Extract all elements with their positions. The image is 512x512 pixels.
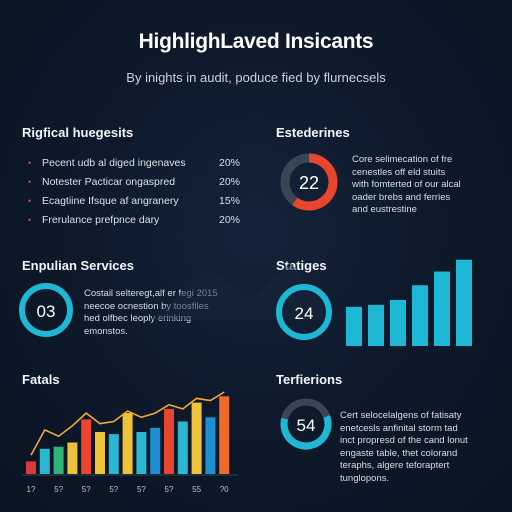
x-tick-label: 1? bbox=[27, 485, 36, 494]
text-line: and eustrestine bbox=[352, 204, 417, 215]
list-item-label: Notester Pacticar ongaspred bbox=[42, 175, 176, 188]
bar bbox=[412, 285, 428, 346]
list-item-label: Frerulance prefpnce dary bbox=[42, 213, 160, 226]
ring-outline bbox=[19, 283, 73, 337]
bullet-icon: • bbox=[28, 195, 32, 206]
bar bbox=[26, 461, 36, 474]
text-line: oader brebs and ferries bbox=[352, 191, 451, 203]
section-heading-top-right: Estederines bbox=[276, 125, 350, 140]
bar bbox=[108, 434, 119, 474]
ring-value: 03 bbox=[37, 302, 56, 321]
section-heading-top-left: Rigfical huegesits bbox=[22, 125, 134, 140]
x-tick-label: 55 bbox=[192, 485, 201, 494]
text-line: cenestles off eld stuits bbox=[352, 166, 446, 178]
bullet-icon: • bbox=[28, 157, 32, 168]
ring-mid-right: 24 bbox=[276, 284, 332, 340]
chart-fatals: 1? 5? 5? 5? 5? 5? 55 ?0 bbox=[22, 391, 238, 494]
list-item-value: 15% bbox=[218, 194, 240, 207]
x-tick-label: 5? bbox=[82, 485, 91, 494]
x-tick-label: 5? bbox=[137, 485, 146, 494]
list-item: • Ecagtiine Ifsque af angranery 15% bbox=[28, 191, 240, 210]
bar bbox=[390, 299, 406, 346]
donut-arc bbox=[280, 398, 332, 450]
bar bbox=[205, 417, 216, 474]
text-line: engaste table, thet colorand bbox=[340, 447, 458, 459]
bar bbox=[177, 421, 188, 474]
donut-value: 22 bbox=[299, 173, 319, 193]
ring-mid-left: 03 bbox=[19, 283, 73, 337]
bullet-icon: • bbox=[28, 176, 32, 187]
bullet-icon: • bbox=[28, 214, 32, 225]
list-item-label: Ecagtiine Ifsque af angranery bbox=[42, 194, 179, 207]
text-line: Cert selocelalgens of fatisaty bbox=[340, 410, 462, 421]
list-item-value: 20% bbox=[218, 156, 240, 169]
bar bbox=[164, 408, 174, 474]
ring-value: 54 bbox=[297, 416, 316, 435]
page-title: HighlighLaved Insicants bbox=[138, 30, 374, 53]
text-line: Core selimecation of fre bbox=[352, 154, 453, 165]
x-tick-label: ?0 bbox=[220, 485, 229, 494]
bar bbox=[95, 432, 105, 474]
list-item: • Notester Pacticar ongaspred 20% bbox=[28, 172, 240, 191]
metrics-list: • Pecent udb al diged ingenaves 20% • No… bbox=[28, 153, 240, 229]
bar bbox=[191, 402, 202, 474]
bottom-right-description: Cert selocelalgens of fatisaty enetcesls… bbox=[340, 410, 500, 485]
ring-value: 24 bbox=[295, 304, 314, 323]
bar bbox=[219, 396, 230, 474]
text-line: neecoe ocnestion by toosfiles bbox=[84, 300, 209, 312]
bar bbox=[39, 448, 50, 474]
bar bbox=[456, 259, 472, 346]
donut-top-right: 22 bbox=[280, 153, 338, 211]
bar bbox=[53, 446, 64, 474]
section-heading-bottom-right: Terfierions bbox=[276, 372, 343, 387]
text-line: tunglopons. bbox=[340, 472, 390, 484]
donut-arc bbox=[280, 153, 338, 211]
bar bbox=[150, 427, 161, 474]
bar bbox=[81, 419, 92, 474]
x-tick-label: 5? bbox=[165, 485, 174, 494]
text-line: emonstos. bbox=[84, 325, 128, 337]
top-right-description: Core selimecation of fre cenestles off e… bbox=[352, 154, 502, 217]
bar bbox=[67, 442, 78, 474]
bar bbox=[122, 413, 133, 474]
bar bbox=[136, 432, 147, 474]
bar bbox=[346, 306, 362, 346]
bar bbox=[368, 304, 384, 346]
background-shape bbox=[150, 262, 340, 320]
mid-left-description: Costail selteregt,alf er fegi 2015 neeco… bbox=[84, 288, 244, 338]
list-item-label: Pecent udb al diged ingenaves bbox=[42, 156, 186, 169]
text-line: hed olfbec leoply erinking bbox=[84, 313, 192, 324]
chart-statiges bbox=[346, 259, 472, 346]
x-tick-label: 5? bbox=[109, 485, 118, 494]
ring-bottom-right: 54 bbox=[280, 398, 332, 450]
text-line: inct propresd of the cand lonut bbox=[340, 435, 468, 446]
ring-outline bbox=[276, 284, 332, 340]
bar bbox=[434, 271, 450, 346]
text-line: with fomterted of our alcal bbox=[352, 179, 461, 190]
text-line: Costail selteregt,alf er fegi 2015 bbox=[84, 288, 218, 299]
trend-line bbox=[30, 391, 225, 456]
list-item: • Pecent udb al diged ingenaves 20% bbox=[28, 153, 240, 172]
section-heading-mid-left: Enpulian Services bbox=[22, 258, 134, 273]
list-item: • Frerulance prefpnce dary 20% bbox=[28, 210, 240, 229]
list-item-value: 20% bbox=[218, 213, 240, 226]
section-heading-bottom-left: Fatals bbox=[22, 372, 60, 387]
page-subtitle: By inights in audit, poduce fied by flur… bbox=[126, 70, 386, 85]
text-line: teraphs, algere teforaptert bbox=[340, 460, 450, 471]
x-tick-label: 5? bbox=[54, 485, 63, 494]
text-line: enetcesls anfinital storm tad bbox=[340, 422, 458, 434]
list-item-value: 20% bbox=[218, 175, 240, 188]
